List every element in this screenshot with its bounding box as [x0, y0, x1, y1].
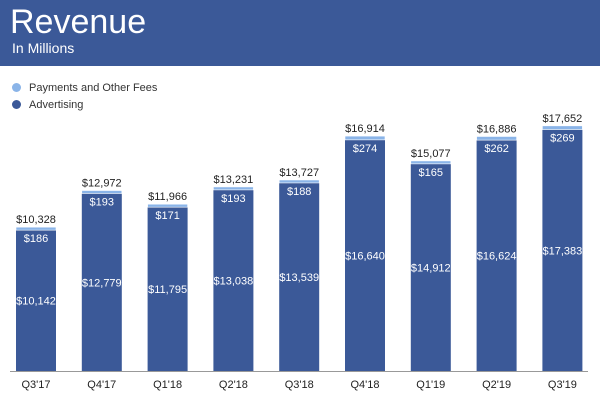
total-label: $12,972	[82, 178, 122, 190]
legend: Payments and Other Fees Advertising	[12, 80, 157, 114]
bar-advertising	[279, 182, 320, 371]
legend-item-payments: Payments and Other Fees	[12, 80, 157, 95]
x-tick-label: Q4'17	[87, 379, 116, 391]
legend-dot-payments	[12, 83, 21, 92]
advertising-label: $14,912	[411, 262, 451, 274]
bar-payments	[542, 125, 583, 130]
chart-subtitle: In Millions	[12, 40, 75, 56]
chart-title: Revenue	[10, 3, 147, 41]
total-label: $13,231	[214, 174, 254, 186]
bar-advertising	[147, 207, 188, 371]
total-label: $16,886	[477, 123, 517, 135]
bar-payments	[410, 160, 452, 165]
bar-advertising	[542, 129, 583, 371]
advertising-label: $17,383	[543, 245, 583, 257]
bar-payments	[81, 190, 123, 194]
bar-payments	[476, 136, 517, 141]
x-tick-label: Q3'18	[285, 379, 314, 391]
bar-advertising	[81, 193, 122, 371]
total-label: $16,914	[345, 123, 385, 135]
x-tick-label: Q2'19	[482, 379, 511, 391]
x-tick-label: Q1'18	[153, 379, 182, 391]
payments-label: $262	[484, 143, 508, 155]
bar-advertising	[213, 189, 254, 371]
advertising-label: $13,539	[279, 272, 319, 284]
advertising-label: $12,779	[82, 277, 122, 289]
legend-label-payments: Payments and Other Fees	[29, 81, 158, 94]
payments-label: $193	[90, 197, 114, 209]
total-label: $13,727	[279, 167, 319, 179]
bar-advertising	[476, 140, 517, 371]
bar-advertising	[410, 163, 451, 371]
total-label: $10,328	[16, 214, 56, 226]
x-tick-label: Q3'19	[548, 379, 577, 391]
bar-advertising	[16, 230, 56, 371]
bar-payments	[147, 203, 188, 208]
payments-label: $193	[221, 193, 245, 205]
legend-label-advertising: Advertising	[29, 98, 84, 111]
total-label: $11,966	[148, 191, 187, 203]
bar-payments	[213, 186, 254, 191]
advertising-label: $11,795	[148, 284, 187, 296]
header-banner: Revenue In Millions	[0, 0, 600, 66]
legend-dot-advertising	[12, 100, 21, 109]
bar-payments	[278, 179, 320, 184]
bar-advertising	[345, 139, 385, 371]
payments-label: $269	[550, 133, 574, 145]
bar-payments	[15, 226, 57, 231]
advertising-label: $16,640	[345, 250, 385, 262]
x-tick-label: Q1'19	[416, 379, 445, 391]
total-label: $15,077	[411, 148, 451, 160]
payments-label: $186	[24, 233, 48, 245]
x-tick-label: Q4'18	[350, 379, 379, 391]
bar-payments	[344, 135, 386, 141]
advertising-label: $13,038	[214, 275, 254, 287]
payments-label: $188	[287, 186, 311, 198]
payments-label: $274	[353, 143, 377, 155]
x-tick-label: Q2'18	[219, 379, 248, 391]
advertising-label: $10,142	[16, 296, 56, 308]
payments-label: $165	[419, 167, 443, 179]
payments-label: $171	[155, 210, 179, 222]
x-tick-label: Q3'17	[21, 379, 50, 391]
total-label: $17,652	[543, 113, 583, 125]
legend-item-advertising: Advertising	[12, 97, 157, 112]
advertising-label: $16,624	[477, 251, 517, 263]
